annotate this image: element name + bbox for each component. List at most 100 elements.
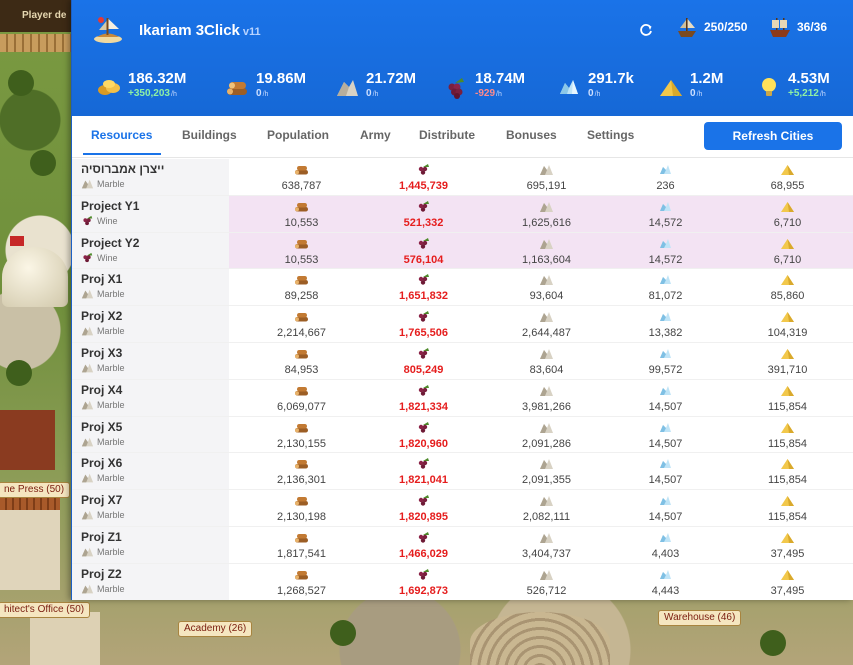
city-luxury-good: Marble bbox=[81, 399, 229, 411]
resource-cell-wood: 84,953 bbox=[239, 343, 364, 379]
player-bar: Player de bbox=[0, 0, 75, 32]
table-row: Proj X7 Marble 2,130,198 1,820,895 2,082,111… bbox=[72, 490, 853, 527]
city-name[interactable]: Proj X6 bbox=[81, 456, 123, 471]
city-name[interactable]: Proj X4 bbox=[81, 382, 123, 397]
city-cell: Proj Z2 Marble bbox=[72, 563, 229, 600]
resource-cell-crystal: 236 bbox=[603, 159, 728, 195]
crystal-icon bbox=[658, 494, 673, 507]
crystal-icon bbox=[658, 200, 673, 213]
city-name[interactable]: Proj X7 bbox=[81, 493, 123, 508]
resource-cell-sulfur: 115,854 bbox=[725, 490, 850, 526]
marble-amount: 2,091,286 bbox=[522, 437, 571, 450]
wood-icon bbox=[294, 163, 309, 176]
city-name[interactable]: Project Y2 bbox=[81, 235, 140, 250]
marble-icon bbox=[81, 362, 94, 374]
city-name[interactable]: Proj X1 bbox=[81, 272, 123, 287]
city-cell: Project Y2 Wine bbox=[72, 232, 229, 269]
building-label-architects-office[interactable]: hitect's Office (50) bbox=[0, 602, 91, 618]
tab-resources[interactable]: Resources bbox=[91, 128, 153, 142]
city-name[interactable]: Proj Z2 bbox=[81, 566, 122, 581]
marble-icon bbox=[539, 384, 554, 397]
resource-cell-crystal: 81,072 bbox=[603, 269, 728, 305]
building-label-academy[interactable]: Academy (26) bbox=[178, 621, 253, 637]
resource-cell-wine: 1,445,739 bbox=[361, 159, 486, 195]
dome-building[interactable] bbox=[2, 247, 68, 307]
resource-cells: 2,214,667 1,765,506 2,644,487 13,382 104,319 bbox=[229, 306, 853, 342]
crystal-icon bbox=[658, 531, 673, 544]
wine-amount: 1,821,041 bbox=[399, 474, 448, 487]
table-row: ייצרן אמברוסיה Marble 638,787 1,445,739 695,… bbox=[72, 159, 853, 196]
building-label-warehouse[interactable]: Warehouse (46) bbox=[658, 610, 742, 626]
sulfur-amount: 37,495 bbox=[770, 547, 805, 560]
city-luxury-good: Marble bbox=[81, 436, 229, 448]
city-name[interactable]: Proj Z1 bbox=[81, 529, 122, 544]
tab-population[interactable]: Population bbox=[267, 128, 329, 142]
resource-cell-marble: 2,082,111 bbox=[484, 490, 609, 526]
academy-area-building[interactable] bbox=[30, 612, 100, 665]
player-label: Player de bbox=[22, 10, 67, 21]
sulfur-amount: 85,860 bbox=[770, 290, 805, 303]
tab-settings[interactable]: Settings bbox=[587, 128, 635, 142]
marble-icon bbox=[539, 347, 554, 360]
resource-cell-wine: 1,820,895 bbox=[361, 490, 486, 526]
sulfur-icon bbox=[780, 457, 795, 470]
tab-bar: Resources Buildings Population Army Dist… bbox=[72, 116, 853, 158]
resource-cell-marble: 2,644,487 bbox=[484, 306, 609, 342]
city-good-label: Marble bbox=[97, 583, 125, 594]
table-row: Project Y1 Wine 10,553 521,332 1,625,616 14,5… bbox=[72, 195, 853, 233]
resource-cell-crystal: 4,443 bbox=[603, 564, 728, 600]
resource-cell-sulfur: 115,854 bbox=[725, 380, 850, 416]
city-name[interactable]: Project Y1 bbox=[81, 198, 140, 213]
table-row: Proj X3 Marble 84,953 805,249 83,604 99,572 39… bbox=[72, 342, 853, 380]
table-row: Proj Z2 Marble 1,268,527 1,692,873 526,712 4,… bbox=[72, 563, 853, 600]
resource-crystal: 291.7k 0/h bbox=[556, 70, 634, 101]
war-ship-icon bbox=[770, 18, 790, 37]
tab-army[interactable]: Army bbox=[360, 128, 391, 142]
resource-cells: 2,136,301 1,821,041 2,091,355 14,507 115,854 bbox=[229, 453, 853, 489]
sulfur-value: 1.2M bbox=[690, 70, 724, 87]
tab-buildings[interactable]: Buildings bbox=[182, 128, 237, 142]
city-name[interactable]: ייצרן אמברוסיה bbox=[81, 162, 165, 176]
refresh-cities-button[interactable]: Refresh Cities bbox=[704, 122, 842, 150]
sulfur-icon bbox=[780, 347, 795, 360]
crystal-amount: 81,072 bbox=[648, 290, 683, 303]
resource-cell-sulfur: 115,854 bbox=[725, 453, 850, 489]
architect-office-building[interactable] bbox=[0, 496, 60, 590]
crystal-icon bbox=[560, 80, 578, 94]
city-good-label: Wine bbox=[97, 215, 118, 226]
refresh-icon[interactable] bbox=[638, 22, 654, 38]
wine-value: 18.74M bbox=[475, 70, 526, 87]
city-resource-table: ייצרן אמברוסיה Marble 638,787 1,445,739 695,… bbox=[72, 159, 853, 600]
resource-cell-wood: 89,258 bbox=[239, 269, 364, 305]
sulfur-icon bbox=[780, 531, 795, 544]
city-name[interactable]: Proj X2 bbox=[81, 309, 123, 324]
marble-amount: 2,091,355 bbox=[522, 474, 571, 487]
city-cell: Proj X4 Marble bbox=[72, 379, 229, 416]
marble-amount: 526,712 bbox=[526, 584, 567, 597]
sulfur-amount: 115,854 bbox=[768, 400, 807, 413]
tab-distribute[interactable]: Distribute bbox=[419, 128, 476, 142]
marble-icon bbox=[539, 310, 554, 323]
city-luxury-good: Marble bbox=[81, 509, 229, 521]
building-label-wine-press[interactable]: ne Press (50) bbox=[0, 482, 71, 498]
marble-icon bbox=[539, 568, 554, 581]
resource-cell-wine: 1,821,334 bbox=[361, 380, 486, 416]
city-name[interactable]: Proj X3 bbox=[81, 345, 123, 360]
resource-cell-crystal: 14,507 bbox=[603, 453, 728, 489]
resource-cell-crystal: 14,572 bbox=[603, 233, 728, 269]
arena-building[interactable] bbox=[470, 612, 610, 665]
marble-icon bbox=[539, 421, 554, 434]
city-good-label: Wine bbox=[97, 252, 118, 263]
city-name[interactable]: Proj X5 bbox=[81, 419, 123, 434]
city-good-label: Marble bbox=[97, 546, 125, 557]
crystal-amount: 14,507 bbox=[648, 474, 683, 487]
marble-amount: 83,604 bbox=[529, 363, 564, 376]
table-row: Proj X6 Marble 2,136,301 1,821,041 2,091,355… bbox=[72, 453, 853, 491]
wine-press-building[interactable] bbox=[0, 410, 55, 470]
marble-amount: 1,625,616 bbox=[522, 216, 571, 229]
marble-amount: 2,082,111 bbox=[522, 511, 571, 524]
tab-bonuses[interactable]: Bonuses bbox=[506, 128, 557, 142]
wine-icon bbox=[81, 215, 94, 227]
resource-cells: 2,130,198 1,820,895 2,082,111 14,507 115,854 bbox=[229, 490, 853, 526]
resource-cell-marble: 1,625,616 bbox=[484, 196, 609, 232]
